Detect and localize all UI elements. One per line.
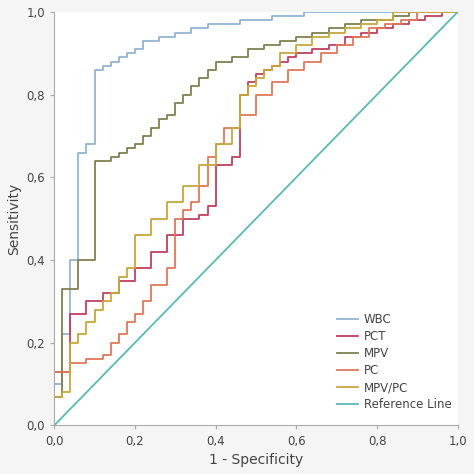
X-axis label: 1 - Specificity: 1 - Specificity: [209, 453, 303, 467]
Y-axis label: Sensitivity: Sensitivity: [7, 182, 21, 255]
Legend: WBC, PCT, MPV, PC, MPV/PC, Reference Line: WBC, PCT, MPV, PC, MPV/PC, Reference Lin…: [332, 308, 456, 416]
